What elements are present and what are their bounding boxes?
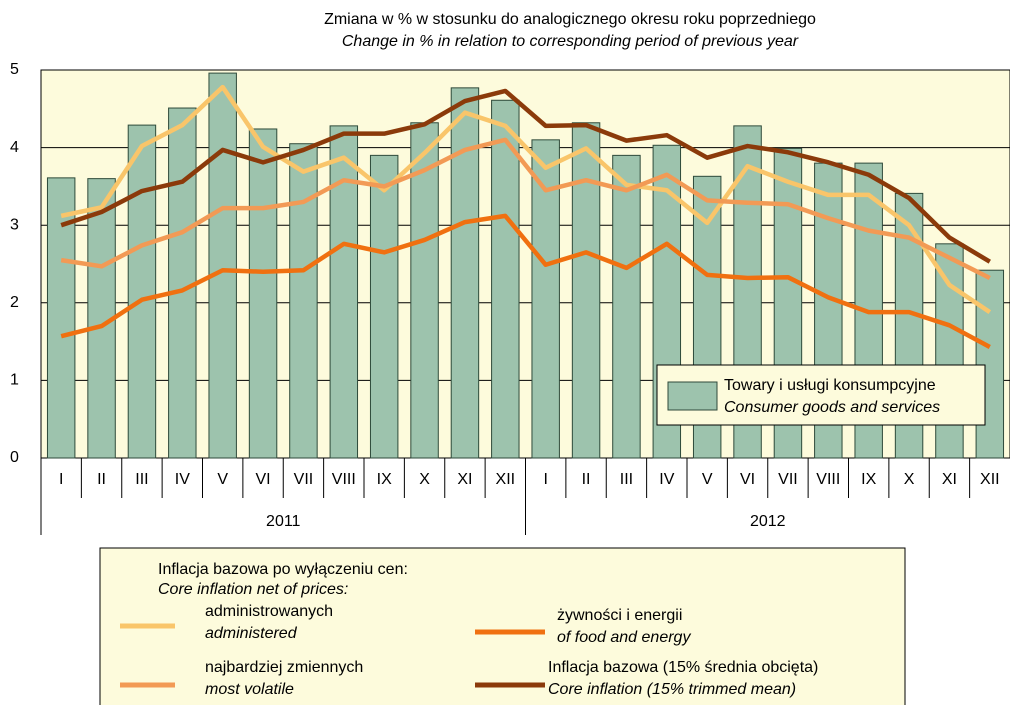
x-tick-label: IV [659, 471, 674, 488]
x-tick-label: VIII [816, 471, 840, 488]
line-series [60, 137, 991, 280]
x-tick-label: II [97, 471, 106, 488]
bar [410, 122, 439, 459]
bar [168, 107, 197, 459]
legend-label: Inflacja bazowa (15% średnia obcięta) [548, 659, 818, 676]
legend-label: żywności i energii [557, 607, 682, 624]
x-tick-label: IV [175, 471, 190, 488]
line-legend-box [99, 547, 906, 705]
legend-label: of food and energy [557, 629, 691, 646]
legend-title: Core inflation net of prices: [158, 581, 348, 598]
x-tick-label: XII [496, 471, 516, 488]
x-tick-label: IX [377, 471, 392, 488]
x-tick-label: X [904, 471, 915, 488]
y-tick-label: 4 [10, 139, 19, 156]
bar [289, 143, 318, 459]
x-tick-label: III [620, 471, 633, 488]
bar [531, 139, 560, 459]
y-tick-label: 0 [10, 449, 19, 466]
legend-label: najbardziej zmiennych [205, 659, 363, 676]
x-tick-label: XII [980, 471, 1000, 488]
bar [248, 128, 278, 459]
legend-label: Core inflation (15% trimmed mean) [548, 681, 796, 698]
line-series [60, 84, 992, 314]
bar-legend-swatch [667, 381, 718, 411]
x-tick-label: II [582, 471, 591, 488]
line-series [60, 88, 991, 264]
year-label: 2011 [266, 513, 301, 530]
x-tick-label: XI [457, 471, 472, 488]
bar [491, 99, 520, 459]
bar [329, 125, 359, 459]
bar [612, 154, 641, 459]
legend-label: most volatile [205, 681, 294, 698]
x-tick-label: V [702, 471, 713, 488]
legend-label: administrowanych [205, 603, 333, 620]
legend-title: Inflacja bazowa po wyłączeniu cen: [158, 561, 408, 578]
legend-label: administered [205, 625, 298, 642]
bar-legend-label: Towary i usługi konsumpcyjne [724, 377, 936, 394]
chart-title: Zmiana w % w stosunku do analogicznego o… [324, 11, 816, 28]
x-tick-label: III [135, 471, 148, 488]
year-label: 2012 [750, 513, 786, 530]
x-tick-label: I [543, 471, 547, 488]
x-tick-label: XI [942, 471, 957, 488]
x-tick-label: VII [294, 471, 314, 488]
bar [571, 122, 601, 459]
x-tick-label: VIII [332, 471, 356, 488]
bar [975, 269, 1005, 459]
y-tick-label: 2 [10, 294, 19, 311]
y-tick-label: 1 [10, 372, 19, 389]
x-tick-label: X [419, 471, 430, 488]
bar [369, 154, 399, 459]
chart-subtitle: Change in % in relation to corresponding… [342, 33, 799, 50]
x-tick-label: VI [740, 471, 755, 488]
x-tick-label: VI [256, 471, 271, 488]
x-tick-label: V [217, 471, 228, 488]
bar-legend-label: Consumer goods and services [724, 399, 940, 416]
x-tick-label: I [59, 471, 63, 488]
line-series [60, 213, 991, 350]
y-tick-label: 3 [10, 216, 19, 233]
bar [450, 87, 480, 459]
x-tick-label: VII [778, 471, 798, 488]
y-tick-label: 5 [10, 61, 19, 78]
x-tick-label: IX [861, 471, 876, 488]
bar [127, 124, 157, 459]
bar [935, 243, 964, 459]
bar [208, 72, 237, 459]
